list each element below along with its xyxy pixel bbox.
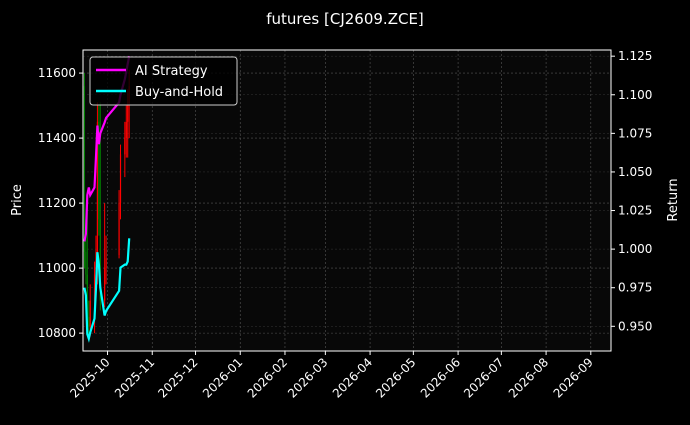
y-axis-left-label: Price <box>10 184 25 216</box>
legend-label-ai: AI Strategy <box>135 64 208 79</box>
y-tick-label-left: 11600 <box>38 66 76 80</box>
candle-body <box>99 219 101 301</box>
y-tick-label-left: 11200 <box>38 196 76 210</box>
x-tick-label: 2026-07 <box>461 355 506 400</box>
candle-body <box>119 154 122 204</box>
y-tick-label-right: 1.075 <box>618 126 652 140</box>
legend-frame <box>89 56 238 106</box>
candle-body <box>86 274 88 317</box>
candle-body <box>83 86 86 252</box>
grid <box>83 50 611 351</box>
y-tick-label-left: 11400 <box>38 131 76 145</box>
y-tick-label-right: 1.125 <box>618 49 652 63</box>
plot-frame <box>82 49 612 352</box>
x-tick-label: 2026-03 <box>285 355 330 400</box>
candle-body <box>105 258 107 269</box>
legend: AI Strategy Buy-and-Hold <box>89 56 238 106</box>
x-tick-label: 2025-11 <box>112 355 157 400</box>
x-tick-label: 2026-08 <box>506 355 551 400</box>
candle-body <box>127 105 129 122</box>
y-tick-label-right: 0.950 <box>618 319 652 333</box>
x-tick-label: 2025-12 <box>155 355 200 400</box>
x-tick-label: 2026-05 <box>373 355 418 400</box>
y-axis-right: 0.950 0.975 1.000 1.025 1.050 1.075 1.100 1.125 <box>611 49 652 333</box>
x-tick-label: 2026-01 <box>200 355 245 400</box>
y-tick-label-right: 1.100 <box>618 88 652 102</box>
candle-body <box>118 203 120 256</box>
x-tick-label: 2026-09 <box>551 355 596 400</box>
y-axis-right-label: Return <box>666 178 681 221</box>
candle-body <box>98 121 100 220</box>
buy-and-hold-line <box>83 238 131 343</box>
candle-body <box>88 316 90 327</box>
candle-body <box>125 121 127 139</box>
y-tick-label-left: 11000 <box>38 261 76 275</box>
candle-body <box>124 138 126 155</box>
candle-body <box>96 121 99 252</box>
x-tick-label: 2026-04 <box>330 355 375 400</box>
x-tick-label: 2026-02 <box>245 355 290 400</box>
candle-body <box>104 268 106 301</box>
y-axis-left: 10800 11000 11200 11400 11600 <box>38 66 83 340</box>
candle-body <box>93 274 96 301</box>
y-tick-label-right: 0.975 <box>618 281 652 295</box>
chart-title: futures [CJ2609.ZCE] <box>266 10 424 28</box>
y-tick-label-right: 1.000 <box>618 242 652 256</box>
y-tick-label-right: 1.050 <box>618 165 652 179</box>
candle-body <box>89 300 91 327</box>
legend-label-bh: Buy-and-Hold <box>135 85 223 100</box>
y-tick-label-left: 10800 <box>38 326 76 340</box>
x-tick-label: 2025-10 <box>67 355 112 400</box>
y-tick-label-right: 1.025 <box>618 204 652 218</box>
x-tick-label: 2026-06 <box>418 355 463 400</box>
candle-body <box>85 251 87 275</box>
